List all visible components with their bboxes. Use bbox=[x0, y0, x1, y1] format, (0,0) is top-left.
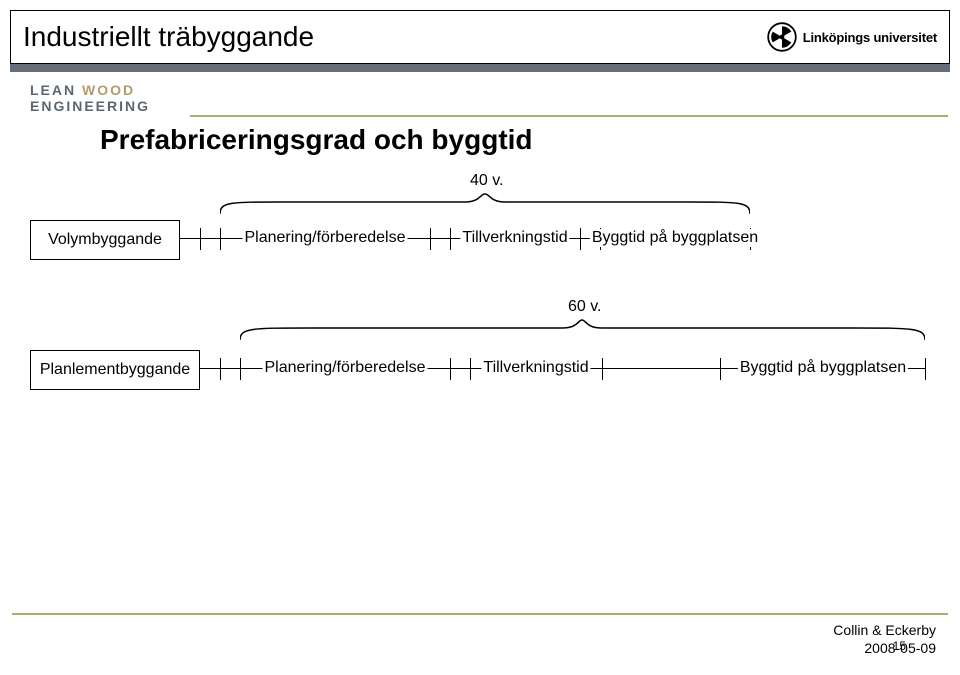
row2-tick-0 bbox=[220, 358, 221, 380]
row2-tick-6 bbox=[925, 358, 926, 380]
row1-tick-3 bbox=[450, 228, 451, 250]
row1-brace bbox=[220, 192, 750, 216]
university-logo-block: Linköpings universitet bbox=[767, 22, 937, 52]
lwe-word-engineering: ENGINEERING bbox=[30, 98, 150, 114]
row2-line-0 bbox=[200, 368, 220, 369]
row2-tick-1 bbox=[240, 358, 241, 380]
header-band: Industriellt träbyggande Linköpings univ… bbox=[10, 10, 950, 64]
row1-tick-0 bbox=[200, 228, 201, 250]
row1-label-box: Volymbyggande bbox=[30, 220, 180, 260]
row2-line-gap1 bbox=[450, 368, 470, 369]
row1-line-gap1 bbox=[430, 238, 450, 239]
row2-seg2-label: Tillverkningstid bbox=[481, 359, 590, 377]
row1-line-1 bbox=[200, 238, 220, 239]
row1-timeline: Planering/förberedelse Tillverkningstid … bbox=[30, 238, 930, 240]
lwe-word-wood: WOOD bbox=[82, 82, 135, 98]
row1-tick-2 bbox=[430, 228, 431, 250]
timeline-diagram: 40 v. Volymbyggande Planering/förber bbox=[30, 180, 930, 500]
row1-seg3-label: Byggtid på byggplatsen bbox=[590, 229, 760, 247]
footer-credits: Collin & Eckerby 2008-05-09 15 bbox=[833, 621, 936, 657]
row2-seg3-label: Byggtid på byggplatsen bbox=[738, 359, 908, 377]
row1-seg2-label: Tillverkningstid bbox=[460, 229, 569, 247]
lwe-word-lean: LEAN bbox=[30, 82, 76, 98]
row1-brace-label: 40 v. bbox=[470, 172, 504, 190]
row1-line-0 bbox=[180, 238, 200, 239]
row2-tick-5 bbox=[720, 358, 721, 380]
university-seal-icon bbox=[767, 22, 797, 52]
olive-rule-bottom bbox=[12, 613, 948, 615]
row2-line-1 bbox=[220, 368, 240, 369]
row1-tick-1 bbox=[220, 228, 221, 250]
row1-seg1-label: Planering/förberedelse bbox=[243, 229, 408, 247]
row2-tick-2 bbox=[450, 358, 451, 380]
university-name: Linköpings universitet bbox=[803, 30, 937, 45]
row2-label-box: Planlementbyggande bbox=[30, 350, 200, 390]
row2-brace-label: 60 v. bbox=[568, 298, 602, 316]
header-dark-strip bbox=[10, 64, 950, 72]
row2-timeline: Planering/förberedelse Tillverkningstid … bbox=[30, 368, 930, 370]
page-title: Industriellt träbyggande bbox=[23, 21, 314, 53]
row2-line-gap2 bbox=[602, 368, 720, 369]
olive-rule-top bbox=[190, 115, 948, 117]
row2-seg1-label: Planering/förberedelse bbox=[263, 359, 428, 377]
lean-wood-engineering-logo: LEAN WOOD ENGINEERING bbox=[30, 82, 150, 114]
row2-tick-4 bbox=[602, 358, 603, 380]
row2-brace bbox=[240, 318, 925, 342]
footer-page-number: 15 bbox=[893, 639, 906, 655]
slide-title: Prefabriceringsgrad och byggtid bbox=[100, 124, 533, 156]
footer-authors: Collin & Eckerby bbox=[833, 621, 936, 639]
row2-tick-3 bbox=[470, 358, 471, 380]
row1-tick-4 bbox=[580, 228, 581, 250]
